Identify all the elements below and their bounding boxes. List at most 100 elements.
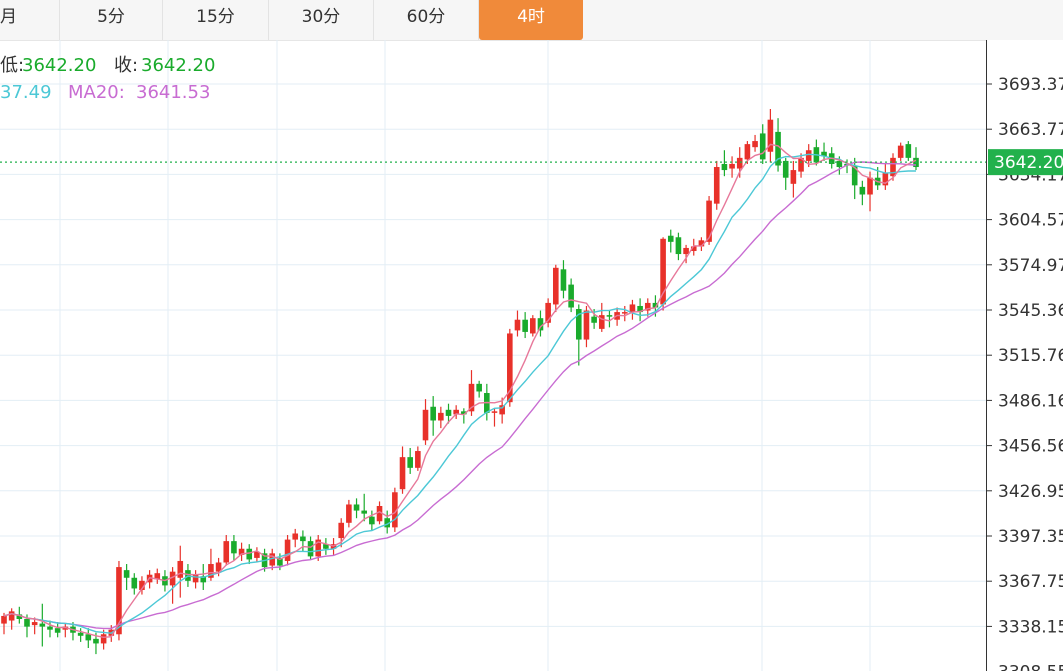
candle-body bbox=[859, 186, 866, 195]
candle-body bbox=[598, 315, 605, 329]
ma20-line bbox=[3, 161, 917, 630]
candle-body bbox=[759, 133, 766, 160]
y-axis: 3693.373663.773634.173604.573574.973545.… bbox=[986, 75, 1063, 671]
candle-body bbox=[77, 632, 84, 636]
close-label: 收: bbox=[114, 55, 138, 76]
candle-body bbox=[123, 570, 130, 578]
candle-body bbox=[154, 573, 161, 580]
candle-body bbox=[223, 541, 230, 563]
candle-body bbox=[552, 267, 559, 305]
candle-body bbox=[644, 302, 651, 311]
candle-body bbox=[93, 638, 99, 644]
candle-body bbox=[200, 576, 207, 583]
candle-series bbox=[1, 108, 919, 655]
candle-body bbox=[507, 333, 513, 403]
candle-body bbox=[238, 548, 245, 555]
current-price-label: 3642.20 bbox=[988, 149, 1063, 176]
candle-body bbox=[537, 318, 544, 331]
candle-body bbox=[300, 536, 306, 542]
candle-body bbox=[629, 304, 636, 313]
candle-body bbox=[836, 160, 843, 168]
candle-body bbox=[284, 539, 291, 561]
candle-body bbox=[231, 541, 237, 554]
y-axis-background bbox=[986, 40, 1063, 671]
y-tick-label: 3545.36 bbox=[998, 301, 1063, 321]
candle-body bbox=[277, 557, 283, 566]
candle-body bbox=[736, 157, 743, 169]
candle-body bbox=[468, 383, 475, 412]
candle-body bbox=[698, 240, 705, 247]
candle-body bbox=[530, 318, 536, 334]
candle-body bbox=[775, 131, 781, 166]
candle-body bbox=[376, 506, 383, 522]
candle-body bbox=[445, 409, 452, 416]
tab-5min[interactable]: 5分 bbox=[60, 0, 163, 40]
candle-body bbox=[476, 383, 482, 392]
candle-body bbox=[422, 409, 429, 441]
candle-body bbox=[790, 170, 797, 184]
candle-body bbox=[591, 316, 597, 323]
candle-body bbox=[652, 302, 659, 308]
y-tick-label: 3308.55 bbox=[998, 663, 1063, 671]
ma5-line bbox=[3, 143, 917, 639]
period-tab-bar: 月 5分 15分 30分 60分 4时 bbox=[0, 0, 1063, 41]
candle-body bbox=[438, 412, 444, 421]
candle-body bbox=[690, 246, 697, 252]
candle-body bbox=[499, 405, 505, 415]
y-tick-label: 3663.77 bbox=[998, 120, 1063, 140]
candle-body bbox=[453, 409, 459, 415]
candle-body bbox=[805, 150, 812, 161]
y-tick-label: 3574.97 bbox=[998, 256, 1063, 276]
candle-body bbox=[8, 611, 15, 621]
candle-body bbox=[85, 634, 92, 641]
candle-body bbox=[568, 284, 574, 308]
tab-30min[interactable]: 30分 bbox=[269, 0, 374, 40]
ma20-label: MA20: bbox=[68, 82, 125, 103]
info-line-1: 低: 3642.20 收: 3642.20 bbox=[0, 55, 215, 76]
candle-body bbox=[744, 144, 751, 160]
low-value: 3642.20 bbox=[22, 55, 96, 76]
candle-body bbox=[851, 165, 858, 186]
ma10-value: 37.49 bbox=[0, 82, 52, 103]
close-value: 3642.20 bbox=[141, 55, 215, 76]
candle-body bbox=[254, 551, 260, 558]
candle-body bbox=[131, 577, 138, 589]
candle-body bbox=[415, 451, 421, 468]
candle-body bbox=[1, 615, 7, 624]
candle-body bbox=[346, 504, 352, 523]
y-tick-label: 3515.76 bbox=[998, 346, 1063, 366]
candle-body bbox=[729, 163, 735, 169]
candle-body bbox=[897, 145, 904, 158]
candle-body bbox=[905, 144, 912, 158]
candle-body bbox=[545, 302, 551, 323]
candle-body bbox=[867, 177, 873, 195]
candle-body bbox=[39, 623, 46, 627]
tab-4hour[interactable]: 4时 bbox=[479, 0, 583, 40]
y-tick-label: 3456.56 bbox=[998, 437, 1063, 457]
tab-15min[interactable]: 15分 bbox=[163, 0, 269, 40]
candle-body bbox=[821, 151, 827, 157]
candle-body bbox=[246, 548, 253, 560]
candle-body bbox=[683, 247, 689, 255]
candle-body bbox=[621, 312, 628, 314]
candle-body bbox=[392, 492, 398, 528]
candle-body bbox=[292, 533, 299, 540]
candle-body bbox=[721, 163, 728, 171]
price-label-box bbox=[988, 149, 1063, 176]
candle-body bbox=[169, 571, 176, 586]
tab-month[interactable]: 月 bbox=[0, 0, 60, 40]
candle-body bbox=[560, 269, 567, 291]
candle-body bbox=[31, 622, 38, 626]
candle-body bbox=[890, 157, 896, 177]
price-label-text: 3642.20 bbox=[994, 153, 1063, 173]
candle-body bbox=[100, 634, 107, 644]
candle-body bbox=[361, 510, 368, 514]
candle-body bbox=[54, 628, 61, 633]
candle-body bbox=[399, 457, 406, 490]
candle-body bbox=[752, 141, 758, 148]
candle-body bbox=[116, 567, 122, 635]
candle-body bbox=[315, 539, 322, 557]
candle-body bbox=[514, 319, 521, 331]
candlestick-chart[interactable]: 3693.373663.773634.173604.573574.973545.… bbox=[0, 40, 1063, 671]
tab-60min[interactable]: 60分 bbox=[374, 0, 479, 40]
